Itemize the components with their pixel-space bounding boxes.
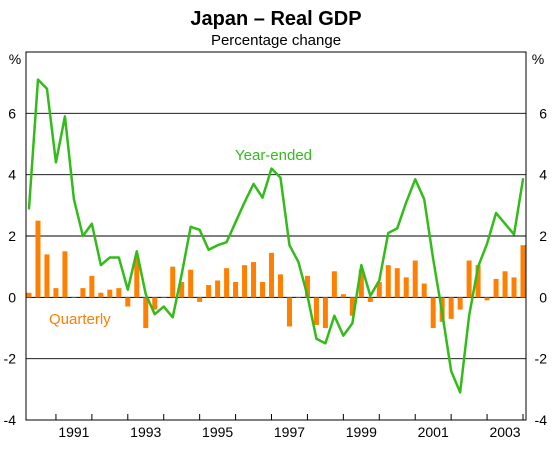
y-tick-label-left: 2 (8, 228, 16, 244)
quarterly-bar (80, 288, 86, 298)
quarterly-bar (89, 275, 95, 298)
quarterly-bar (313, 297, 319, 325)
quarterly-bar (242, 265, 248, 298)
quarterly-bar (277, 274, 283, 298)
quarterly-bar (511, 277, 517, 298)
tick-layer: -4 -4 -2 -2 0 0 2 2 4 4 6 6 1991 1993 1995 1997 1999 2001… (4, 105, 548, 440)
y-tick-label-right: -2 (535, 351, 548, 367)
quarterly-bar (286, 297, 292, 327)
chart-title: Japan – Real GDP (190, 8, 361, 30)
y-tick-label-right: 0 (539, 289, 547, 305)
quarterly-bar (152, 297, 158, 310)
quarterly-bar (421, 283, 427, 298)
quarterly-bar (448, 297, 454, 319)
quarterly-bar (233, 282, 239, 298)
quarterly-bar (412, 260, 418, 298)
quarterly-bar (62, 251, 68, 298)
quarterly-bar (188, 269, 194, 298)
quarterly-bar (143, 297, 149, 328)
quarterly-bar (403, 277, 409, 298)
x-tick-label: 1999 (346, 424, 377, 440)
quarterly-bar (457, 297, 463, 310)
quarterly-bar (295, 297, 301, 298)
y-tick-label-right: 2 (539, 228, 547, 244)
quarterly-bar (179, 282, 185, 298)
y-tick-label-left: 6 (8, 105, 16, 121)
quarterly-bar (340, 294, 346, 298)
quarterly-bar (134, 257, 140, 298)
quarterly-bar (251, 262, 257, 298)
quarterly-bar (322, 297, 328, 328)
x-tick-label: 1991 (58, 424, 89, 440)
y-tick-label-left: 0 (8, 289, 16, 305)
y-tick-label-left: -2 (4, 351, 17, 367)
quarterly-bars (26, 220, 526, 328)
quarterly-bar (367, 297, 373, 302)
y-axis-unit-left: % (9, 51, 21, 67)
x-tick-label: 1995 (202, 424, 233, 440)
quarterly-bar (493, 278, 499, 298)
quarterly-bar (44, 254, 50, 298)
quarterly-bar (224, 268, 230, 298)
quarterly-bar (260, 282, 266, 298)
y-tick-label-right: -4 (535, 412, 548, 428)
quarterly-bar (116, 288, 122, 298)
y-axis-unit-right: % (532, 51, 544, 67)
quarterly-bar (215, 280, 221, 298)
y-tick-label-left: -4 (4, 412, 17, 428)
quarterly-bar (376, 282, 382, 298)
x-tick-label: 2003 (489, 424, 520, 440)
x-tick-label: 2001 (418, 424, 449, 440)
quarterly-bar (98, 292, 104, 298)
quarterly-bar (53, 288, 59, 298)
quarterly-bar (161, 297, 167, 298)
series-label-quarterly: Quarterly (49, 311, 111, 328)
quarterly-bar (197, 297, 203, 302)
quarterly-bar (502, 271, 508, 298)
y-tick-label-right: 6 (539, 105, 547, 121)
plot-frame (25, 51, 527, 421)
quarterly-bar (71, 297, 77, 298)
quarterly-bar (394, 268, 400, 298)
quarterly-bar (206, 285, 212, 298)
x-tick-label: 1993 (130, 424, 161, 440)
quarterly-bar (430, 297, 436, 328)
quarterly-bar (484, 297, 490, 301)
y-tick-label-right: 4 (539, 167, 547, 183)
quarterly-bar (520, 245, 526, 298)
quarterly-bar (358, 269, 364, 298)
chart-subtitle: Percentage change (211, 32, 341, 49)
x-tick-label: 1997 (274, 424, 305, 440)
year-ended-line (27, 78, 525, 394)
y-tick-label-left: 4 (8, 167, 16, 183)
quarterly-bar (466, 260, 472, 298)
quarterly-bar (349, 297, 355, 316)
quarterly-bar (107, 289, 113, 298)
quarterly-bar (170, 266, 176, 298)
quarterly-bar (26, 292, 32, 298)
quarterly-bar (35, 220, 41, 298)
series-label-year-ended: Year-ended (235, 147, 312, 164)
quarterly-bar (331, 271, 337, 298)
quarterly-bar (385, 265, 391, 298)
quarterly-bar (475, 265, 481, 298)
quarterly-bar (269, 252, 275, 298)
quarterly-bar (125, 297, 131, 307)
quarterly-bar (304, 275, 310, 298)
